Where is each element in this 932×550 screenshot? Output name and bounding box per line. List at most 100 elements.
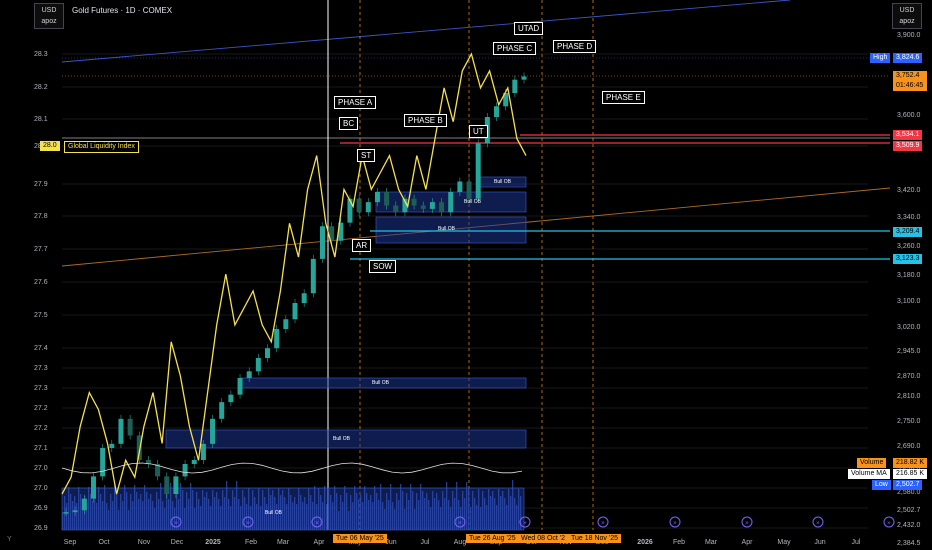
price-candle (384, 192, 390, 206)
volume-bar (486, 505, 488, 530)
session-break-icon (669, 516, 681, 528)
x-axis-tick: Feb (245, 539, 257, 546)
volume-bar (466, 482, 468, 530)
x-axis-tick: Sep (64, 539, 77, 546)
volume-bar (372, 502, 374, 530)
x-axis-tick: Oct (99, 539, 110, 546)
volume-bar (92, 501, 94, 530)
volume-bar (160, 483, 162, 530)
volume-bar (358, 500, 360, 530)
price-candle (338, 222, 344, 241)
volume-bar (352, 502, 354, 530)
volume-bar (302, 502, 304, 530)
volume-bar (436, 493, 438, 530)
x-axis-tick: Jun (385, 539, 396, 546)
volume-bar (378, 500, 380, 530)
annotation-sow: SOW (369, 260, 397, 273)
volume-bar (506, 505, 508, 530)
price-candle (439, 202, 445, 213)
volume-bar (254, 497, 256, 530)
volume-bar (360, 495, 362, 530)
session-break-icon (812, 516, 824, 528)
volume-bar (312, 502, 314, 530)
left-axis-tick: 28.2 (34, 84, 48, 91)
price-candle (521, 76, 527, 80)
session-break-icon (597, 516, 609, 528)
right-unit: apoz (899, 18, 915, 25)
volume-bar (482, 491, 484, 530)
left-currency-selector[interactable]: USD apoz (34, 3, 64, 29)
price-candle (494, 106, 500, 117)
price-candle (63, 512, 69, 514)
volume-bar (236, 481, 238, 530)
support-tag-upper: 3,209.4 (893, 227, 923, 237)
volume-bar (510, 496, 512, 530)
volume-bar (492, 491, 494, 530)
volume-bar (502, 491, 504, 530)
high-label: High (870, 53, 891, 63)
price-candle (155, 464, 161, 477)
volume-bar (150, 494, 152, 530)
price-candle (475, 143, 481, 199)
volume-bar (498, 489, 500, 530)
volume-bar (100, 494, 102, 530)
left-axis-tick: 27.1 (34, 445, 48, 452)
volume-bar (326, 504, 328, 530)
volume-bar (146, 492, 148, 530)
volume-bar (190, 483, 192, 530)
volume-bar (474, 498, 476, 530)
right-axis-tick: 3,900.0 (897, 32, 920, 39)
left-axis-tick: 28.1 (34, 116, 48, 123)
volume-bar (304, 497, 306, 530)
volume-bar (330, 495, 332, 530)
volume-bar (228, 499, 230, 530)
ob-label: Bull OB (464, 199, 481, 205)
x-axis-tick: Aug (454, 539, 467, 546)
volume-bar (520, 496, 522, 530)
volume-bar (442, 491, 444, 530)
volume-bar (362, 502, 364, 530)
volume-bar (468, 489, 470, 530)
price-candle (118, 418, 124, 444)
right-axis-tick: 3,020.0 (897, 324, 920, 331)
axis-settings-icon[interactable]: Y (7, 536, 12, 543)
volume-bar (258, 488, 260, 530)
x-axis-tick: Mar (705, 539, 718, 546)
volume-bar (264, 497, 266, 530)
right-currency-selector[interactable]: USD apoz (892, 3, 922, 29)
price-candle (374, 192, 380, 203)
right-axis-tick: 3,100.0 (897, 298, 920, 305)
volume-bar (418, 500, 420, 530)
annotation-st: ST (357, 149, 376, 162)
volume-bar (396, 493, 398, 530)
price-candle (411, 198, 417, 206)
volume-bar (112, 501, 114, 530)
liquidity-series-label: Global Liquidity Index (64, 141, 139, 153)
volume-bar (324, 486, 326, 530)
date-marker: Wed 08 Oct '2 (518, 534, 569, 543)
volume-bar (184, 508, 186, 530)
volume-bar (242, 490, 244, 530)
volume-bar (472, 491, 474, 530)
order-block (165, 429, 527, 449)
volume-bar (260, 506, 262, 530)
volume-bar (386, 493, 388, 530)
session-break-icon: » (816, 520, 820, 527)
volume-bar (514, 498, 516, 530)
volume-bar (142, 501, 144, 530)
volume-bar (318, 488, 320, 530)
x-axis-tick: Apr (742, 539, 754, 546)
volume-bar (162, 501, 164, 530)
last-price-tag: 3,752.4 (893, 71, 927, 81)
volume-bar (154, 508, 156, 530)
volume-bar (120, 494, 122, 530)
volume-bar (266, 504, 268, 530)
volume-bar (464, 498, 466, 530)
volume-bar (438, 500, 440, 530)
volume-bar (156, 492, 158, 530)
right-axis-tick: 3,600.0 (897, 112, 920, 119)
price-candle (90, 476, 96, 499)
volume-bar (456, 482, 458, 530)
volume-bar (446, 482, 448, 530)
